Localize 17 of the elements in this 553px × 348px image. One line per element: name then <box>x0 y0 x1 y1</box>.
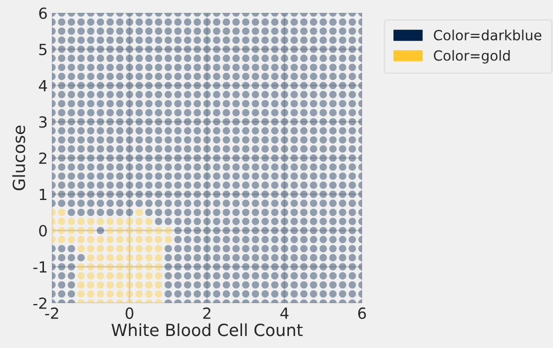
y-axis-title: Glucose <box>12 126 26 190</box>
y-tick-label: 5 <box>39 44 46 56</box>
x-axis-title: White Blood Cell Count <box>112 323 303 336</box>
y-tick-label: 2 <box>39 152 46 164</box>
legend-label: Color=darkblue <box>434 30 542 40</box>
y-tick-label: 6 <box>39 7 47 20</box>
y-tick-label: 3 <box>39 116 47 128</box>
y-tick-label: 4 <box>38 80 47 92</box>
x-tick-label: 6 <box>358 307 366 319</box>
x-tick-label: 0 <box>126 307 134 319</box>
y-tick-label: 0 <box>39 224 47 237</box>
y-tick-label: 1 <box>40 188 46 200</box>
y-tick-label: -1 <box>33 261 46 273</box>
y-tick-label: -2 <box>33 297 46 309</box>
x-tick-label: 2 <box>203 307 210 319</box>
x-tick-label: 4 <box>280 308 289 319</box>
legend-label: Color=gold <box>434 50 510 64</box>
